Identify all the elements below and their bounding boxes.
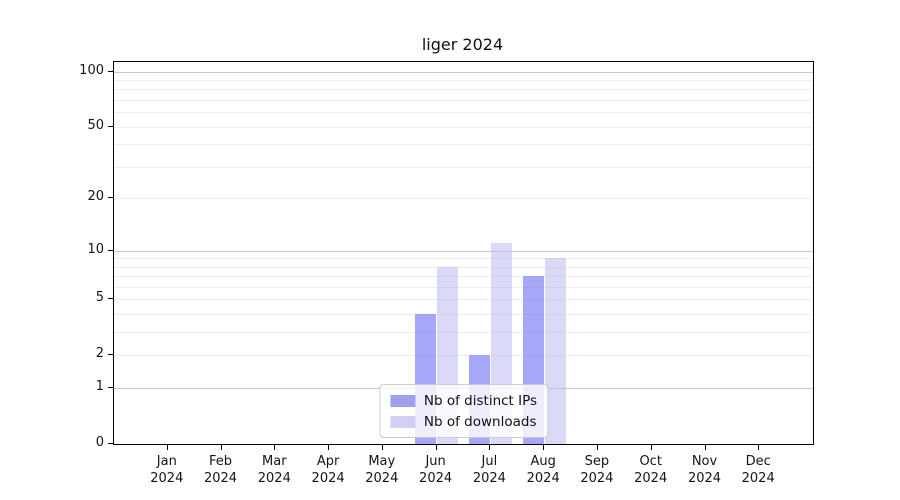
gridline-minor-2 (114, 355, 813, 357)
ytick-label-5: 5 (95, 290, 104, 306)
chart-title: liger 2024 (421, 35, 504, 54)
xtick-mark-oct (650, 445, 652, 450)
ytick-label-1: 1 (95, 379, 104, 395)
gridline-minor-40 (114, 144, 813, 146)
xtick-mark-aug (543, 445, 545, 450)
gridline-major-10 (114, 250, 813, 252)
ytick-label-20: 20 (87, 189, 104, 205)
gridline-minor-70 (114, 99, 813, 101)
ytick-mark-100 (108, 70, 113, 72)
xtick-label-apr: Apr 2024 (311, 454, 345, 486)
xtick-label-mar: Mar 2024 (257, 454, 291, 486)
gridline-minor-4 (114, 314, 813, 316)
legend-label-downloads: Nb of downloads (423, 413, 537, 430)
xtick-mark-jun (435, 445, 437, 450)
legend-label-distinct-ips: Nb of distinct IPs (423, 392, 538, 409)
gridline-minor-7 (114, 276, 813, 278)
ytick-label-0: 0 (95, 435, 104, 450)
xtick-label-nov: Nov 2024 (687, 454, 722, 486)
xtick-mark-feb (220, 445, 222, 450)
ytick-mark-1 (108, 387, 113, 389)
ytick-mark-0 (108, 443, 113, 444)
xtick-label-jul: Jul 2024 (472, 454, 506, 486)
gridline-minor-30 (114, 166, 813, 168)
gridline-minor-5 (114, 299, 813, 301)
gridline-minor-50 (114, 126, 813, 128)
xtick-label-may: May 2024 (365, 454, 399, 486)
bar-downloads-aug (544, 258, 566, 444)
legend-swatch-downloads (389, 415, 415, 428)
ytick-mark-10 (108, 249, 113, 251)
xtick-label-dec: Dec 2024 (741, 454, 775, 486)
xtick-mark-may (381, 445, 383, 450)
legend-item-distinct-ips: Nb of distinct IPs (389, 390, 538, 411)
gridline-minor-6 (114, 286, 813, 288)
ytick-label-100: 100 (79, 62, 104, 78)
xtick-label-jan: Jan 2024 (150, 454, 184, 486)
ytick-label-2: 2 (95, 346, 104, 362)
xtick-mark-nov (704, 445, 706, 450)
gridline-minor-80 (114, 89, 813, 91)
xtick-label-sep: Sep 2024 (580, 454, 614, 486)
gridline-major-100 (114, 71, 813, 73)
gridline-minor-60 (114, 112, 813, 114)
gridline-minor-9 (114, 258, 813, 260)
xtick-label-aug: Aug 2024 (526, 454, 560, 486)
legend-item-downloads: Nb of downloads (389, 411, 537, 432)
ytick-label-50: 50 (87, 117, 104, 133)
legend: Nb of distinct IPs Nb of downloads (378, 384, 549, 438)
xtick-mark-mar (274, 445, 276, 450)
ytick-mark-20 (108, 197, 113, 199)
ytick-label-10: 10 (87, 241, 104, 257)
plot-area: Nb of distinct IPs Nb of downloads (113, 61, 814, 445)
xtick-mark-apr (328, 445, 330, 450)
ytick-mark-50 (108, 125, 113, 127)
gridline-minor-8 (114, 266, 813, 268)
legend-swatch-distinct-ips (389, 394, 415, 407)
xtick-label-oct: Oct 2024 (634, 454, 668, 486)
xtick-label-feb: Feb 2024 (203, 454, 238, 486)
xtick-label-jun: Jun 2024 (419, 454, 453, 486)
xtick-mark-jan (166, 445, 168, 450)
ytick-mark-5 (108, 298, 113, 300)
gridline-minor-3 (114, 332, 813, 334)
xtick-mark-jul (489, 445, 491, 450)
gridline-minor-90 (114, 79, 813, 81)
ytick-mark-2 (108, 354, 113, 356)
xtick-mark-dec (758, 445, 760, 450)
gridline-minor-20 (114, 198, 813, 200)
xtick-mark-sep (596, 445, 598, 450)
